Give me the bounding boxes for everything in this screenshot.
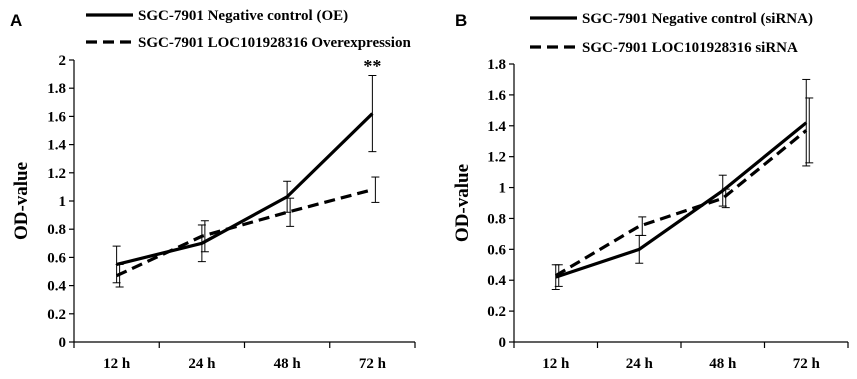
panel-a-y-tick-label: 0.4: [47, 279, 66, 295]
panel-a-y-tick-label: 0: [59, 335, 67, 351]
panel-a-x-tick-label: 72 h: [359, 356, 387, 372]
panel-a-x-tick-label: 12 h: [103, 356, 131, 372]
panel-b-y-tick-label: 0.4: [487, 273, 506, 289]
panel-b-x-tick-label: 72 h: [793, 356, 821, 372]
panel-a-y-tick-label: 1.8: [47, 81, 66, 97]
panel-a-legend-label-solid: SGC-7901 Negative control (OE): [138, 8, 348, 24]
panel-b-y-axis-label: OD-value: [452, 164, 473, 242]
panel-a-chart: A 0 0.2 0.4 0.6 0.8 1 1.2 1.4 1.6 1.8 2 12 h 24 h 48 h…: [10, 8, 416, 372]
panel-a-y-tick-label: 1.2: [47, 166, 66, 182]
panel-b-y-tick-label: 1.6: [487, 88, 506, 104]
panel-a-series-line-dashed: [115, 188, 373, 278]
panel-b-y-tick-label: 1.2: [487, 150, 506, 166]
panel-b-legend-label-solid: SGC-7901 Negative control (siRNA): [582, 11, 813, 27]
panel-b-y-tick-label: 1.4: [487, 119, 506, 135]
panel-a-y-tick-label: 1.4: [47, 138, 66, 154]
panel-a-significance-annotation: **: [363, 56, 381, 76]
panel-a-series-line-solid: [116, 112, 374, 267]
panel-a-x-tick-label: 48 h: [274, 356, 302, 372]
panel-b-y-tick-label: 0.8: [487, 211, 506, 227]
panel-b-letter: B: [455, 11, 467, 30]
panel-b-x-tick-label: 48 h: [709, 356, 737, 372]
panel-a-letter: A: [10, 11, 22, 30]
panel-b-legend-label-dashed: SGC-7901 LOC101928316 siRNA: [582, 40, 798, 56]
panel-b-series-line-solid: [555, 121, 808, 279]
panel-b-y-tick-label: 0.2: [487, 304, 506, 320]
panel-a-y-tick-label: 0.8: [47, 222, 66, 238]
panel-a-y-tick-label: 0.2: [47, 307, 66, 323]
panel-b-chart: B 0 0.2 0.4 0.6 0.8 1 1.2 1.4 1.6 1.8 12 h 24 h 48 h 7…: [452, 11, 849, 372]
panel-a-y-tick-label: 2: [59, 53, 67, 69]
panel-a-y-tick-label: 0.6: [47, 250, 66, 266]
panel-b-y-tick-label: 1: [499, 181, 507, 197]
panel-a-y-tick-label: 1.6: [47, 109, 66, 125]
panel-a-legend-label-dashed: SGC-7901 LOC101928316 Overexpression: [138, 35, 411, 51]
panel-a-y-tick-label: 1: [59, 194, 67, 210]
panel-b-series-line-dashed: [554, 129, 808, 277]
panel-b-y-tick-label: 0.6: [487, 242, 506, 258]
panel-a-x-tick-label: 24 h: [188, 356, 216, 372]
panel-b-y-tick-label: 1.8: [487, 57, 506, 73]
panel-b-x-tick-label: 24 h: [626, 356, 654, 372]
panel-b-y-tick-label: 0: [499, 335, 507, 351]
panel-b-x-tick-label: 12 h: [542, 356, 570, 372]
panel-a-y-axis-label: OD-value: [11, 162, 32, 240]
